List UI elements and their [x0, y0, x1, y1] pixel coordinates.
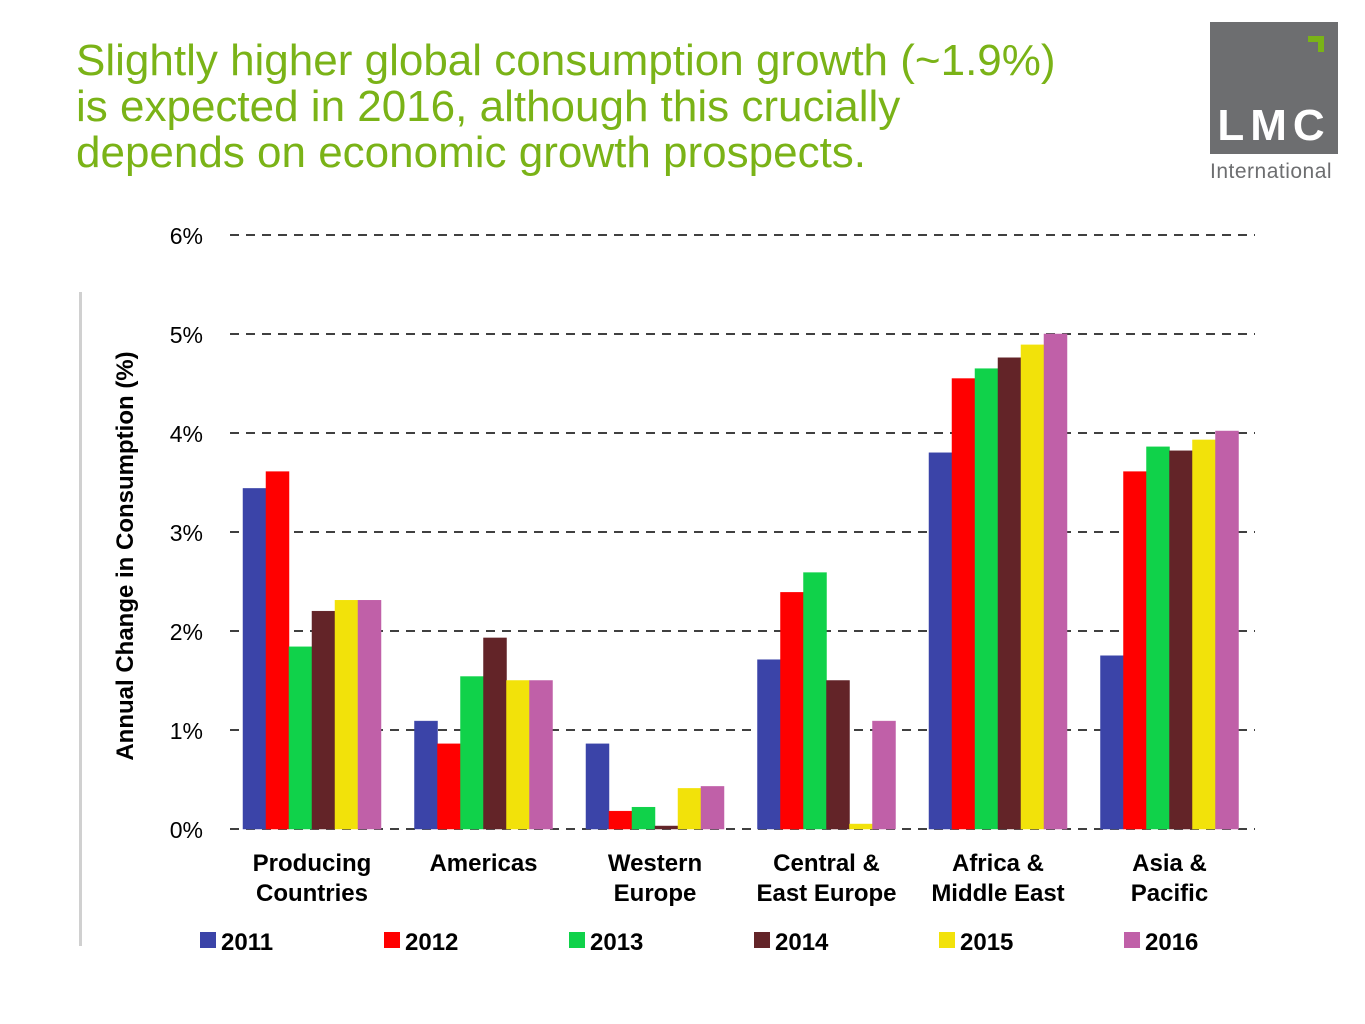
category-label-2-0: Western	[608, 850, 702, 877]
y-tick-label-4: 4%	[170, 421, 203, 447]
slide-title-line-1: Slightly higher global consumption growt…	[76, 36, 1056, 85]
bar-2013-3	[803, 572, 827, 830]
legend-label-2013: 2013	[590, 929, 643, 956]
bar-2011-2	[585, 743, 610, 830]
bar-2012-0	[265, 471, 290, 830]
bar-2016-4	[1043, 333, 1068, 830]
bar-2015-5	[1192, 439, 1216, 830]
bar-2011-3	[757, 659, 781, 830]
slide-title-line-3: depends on economic growth prospects.	[76, 128, 867, 177]
category-label-3-1: East Europe	[756, 880, 896, 907]
bar-2012-1	[437, 743, 461, 830]
bar-2014-1	[483, 637, 507, 830]
bar-2015-0	[334, 600, 359, 830]
bar-2012-5	[1123, 471, 1147, 830]
legend-label-2014: 2014	[775, 929, 829, 956]
category-label-5-1: Pacific	[1131, 880, 1208, 907]
legend-swatch-2016	[1124, 932, 1140, 948]
bar-2011-0	[242, 488, 267, 830]
bar-2014-4	[997, 357, 1022, 830]
bar-2011-1	[414, 720, 438, 830]
logo-box	[1210, 22, 1338, 154]
lmc-logo: LMC International	[1210, 22, 1338, 184]
legend-swatch-2013	[569, 932, 585, 948]
legend-label-2012: 2012	[405, 929, 458, 956]
logo-text: LMC	[1217, 101, 1331, 150]
category-label-5-0: Asia &	[1132, 850, 1207, 877]
bar-2016-5	[1215, 430, 1239, 830]
legend-label-2016: 2016	[1145, 929, 1198, 956]
vertical-divider	[79, 292, 82, 946]
y-axis-label: Annual Change in Consumption (%)	[112, 351, 139, 760]
legend-label-2015: 2015	[960, 929, 1013, 956]
bar-2012-4	[951, 378, 976, 830]
bar-2016-1	[529, 680, 553, 830]
legend-swatch-2014	[754, 932, 770, 948]
bar-2014-5	[1169, 450, 1193, 830]
bar-2011-5	[1100, 655, 1124, 830]
bar-2015-4	[1020, 344, 1045, 830]
bar-2013-1	[460, 676, 484, 830]
bar-2013-0	[288, 646, 313, 830]
bar-2013-4	[974, 368, 999, 830]
slide-title: Slightly higher global consumption growt…	[76, 38, 1176, 176]
legend-swatch-2011	[200, 932, 216, 948]
category-label-4-1: Middle East	[931, 880, 1064, 907]
bar-2016-2	[700, 786, 725, 830]
bar-2015-3	[849, 823, 873, 830]
y-tick-label-5: 5%	[170, 322, 203, 348]
y-tick-label-2: 2%	[170, 619, 203, 645]
bar-2013-2	[631, 806, 656, 830]
bar-2015-1	[506, 680, 530, 830]
legend-swatch-2015	[939, 932, 955, 948]
category-label-4-0: Africa &	[952, 850, 1044, 877]
logo-corner-mark-icon	[1308, 36, 1324, 52]
bar-2016-0	[357, 600, 382, 830]
category-label-3-0: Central &	[773, 850, 880, 877]
y-tick-label-1: 1%	[170, 718, 203, 744]
slide-title-line-2: is expected in 2016, although this cruci…	[76, 82, 901, 131]
legend-swatch-2012	[384, 932, 400, 948]
category-label-0-1: Countries	[256, 880, 368, 907]
bar-2011-4	[928, 452, 953, 830]
bar-2014-2	[654, 825, 679, 830]
bar-2012-3	[780, 592, 804, 830]
y-tick-label-3: 3%	[170, 520, 203, 546]
legend-label-2011: 2011	[221, 929, 273, 956]
bar-2014-3	[826, 680, 850, 830]
logo-subtext: International	[1210, 160, 1333, 183]
bar-2014-0	[311, 610, 336, 830]
bar-2016-3	[872, 720, 896, 830]
category-label-2-1: Europe	[614, 880, 697, 907]
bar-2012-2	[608, 810, 633, 830]
bar-2015-2	[677, 788, 702, 830]
category-label-1-0: Americas	[429, 850, 537, 877]
y-tick-label-6: 6%	[170, 223, 203, 249]
category-label-0-0: Producing	[253, 850, 372, 877]
bar-2013-5	[1146, 446, 1170, 830]
y-tick-label-0: 0%	[170, 817, 203, 843]
